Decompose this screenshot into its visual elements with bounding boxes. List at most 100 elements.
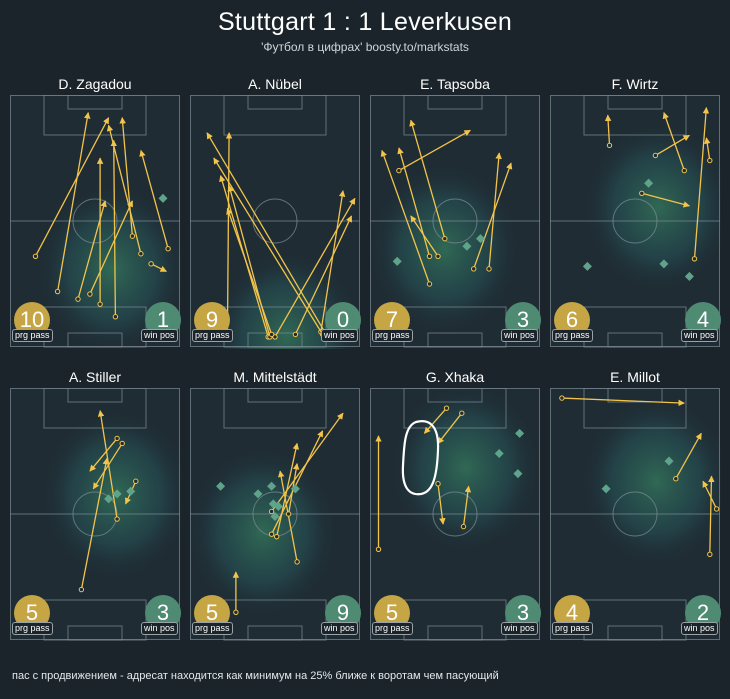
footer-note: пас с продвижением - адресат находится к… (12, 670, 499, 682)
pass-arrow (397, 147, 431, 257)
pass-arrow (80, 457, 109, 590)
chart-subtitle: 'Футбол в цифрах' boosty.to/markstats (261, 40, 469, 54)
pass-arrow (274, 197, 356, 338)
pass-origin (129, 233, 136, 239)
pass-origin (713, 506, 720, 512)
win-position-marker (684, 271, 694, 281)
win-position-marker (582, 261, 592, 271)
pass-origin (112, 314, 119, 320)
pass-origin (268, 331, 275, 338)
top-penalty-box (403, 95, 507, 136)
player-name: D. Zagadou (58, 76, 132, 92)
player-panel: E. Tapsoba 7 3 prg pass win pos (369, 76, 541, 348)
pass-arrow (294, 215, 353, 335)
pass-origin (274, 533, 280, 540)
highlight-annotation (401, 420, 440, 496)
prg-pass-label: prg pass (192, 622, 233, 635)
win-position-marker (515, 428, 525, 438)
prg-pass-label: prg pass (192, 329, 233, 342)
pass-origin (54, 288, 61, 295)
pass-origin (294, 559, 300, 565)
win-position-marker (601, 484, 611, 494)
pass-arrow (320, 190, 346, 332)
bottom-goal-box (607, 332, 663, 348)
pass-arrow (34, 117, 110, 257)
top-goal-box (607, 388, 663, 403)
top-penalty-box (223, 95, 327, 136)
pass-origin (292, 331, 299, 338)
top-goal-box (67, 388, 123, 403)
pass-arrow (655, 134, 690, 157)
pass-arrow (89, 437, 118, 472)
pitch-plot (369, 95, 540, 348)
pass-origin (471, 266, 477, 272)
pass-arrow (150, 263, 167, 272)
centre-circle (432, 198, 478, 244)
chart-title: Stuttgart 1 : 1 Leverkusen (217, 8, 513, 36)
pass-origin (285, 511, 292, 517)
top-goal-box (427, 95, 483, 110)
pass-origin (559, 395, 565, 401)
pass-arrow (206, 132, 329, 338)
bottom-goal-box (427, 332, 483, 348)
player-name: A. Nübel (248, 76, 302, 92)
top-goal-box (607, 95, 663, 110)
player-panel: D. Zagadou 10 1 prg pass win pos (9, 76, 181, 349)
pass-origin (87, 291, 93, 297)
win-pos-label: win pos (321, 622, 358, 635)
pass-arrow (462, 485, 472, 527)
bottom-goal-box (247, 332, 303, 348)
win-pos-label: win pos (681, 329, 718, 342)
win-position-marker (513, 469, 523, 479)
centre-circle (72, 198, 118, 244)
pass-arrow (675, 432, 702, 480)
player-panel: A. Stiller 5 3 prg pass win pos (9, 369, 181, 641)
pass-origin (691, 256, 698, 262)
pass-origin (681, 167, 688, 174)
pass-origin (78, 586, 85, 593)
pass-origin (165, 246, 171, 252)
prg-pass-label: prg pass (12, 622, 53, 635)
top-goal-box (247, 95, 303, 110)
top-penalty-box (403, 388, 507, 429)
pass-arrow (92, 443, 123, 490)
pass-arrow (437, 412, 463, 444)
top-penalty-box (223, 388, 327, 429)
player-name: M. Mittelstädt (233, 369, 317, 385)
centre-circle (72, 491, 118, 537)
pass-arrow (693, 106, 710, 259)
top-penalty-box (43, 95, 147, 136)
pass-origin (443, 405, 450, 411)
prg-pass-label: prg pass (372, 329, 413, 342)
pass-origin (119, 440, 125, 447)
win-pos-label: win pos (681, 622, 718, 635)
top-penalty-box (583, 95, 687, 136)
player-name: F. Wirtz (611, 76, 659, 92)
prg-pass-label: prg pass (552, 622, 593, 635)
heatmap-area (369, 163, 520, 334)
top-penalty-box (43, 388, 147, 429)
pass-origin (268, 531, 275, 537)
pass-arrow (226, 207, 273, 335)
win-position-marker (659, 259, 669, 269)
pass-origin (233, 609, 239, 615)
player-panel: E. Millot 4 2 prg pass win pos (549, 369, 721, 641)
bottom-goal-box (247, 625, 303, 641)
pass-arrow (708, 475, 715, 555)
pass-origin (606, 142, 613, 149)
heatmap-area (581, 396, 721, 567)
pass-origin (707, 551, 713, 558)
pass-arrow (561, 397, 685, 407)
player-panel: G. Xhaka 5 3 prg pass win pos (369, 369, 541, 641)
pass-origin (114, 516, 120, 522)
bottom-goal-box (427, 625, 483, 641)
top-goal-box (247, 388, 303, 403)
pass-origin (133, 478, 139, 484)
pass-arrow (473, 162, 513, 270)
pass-origin (426, 281, 433, 287)
pass-origin (268, 508, 275, 515)
player-name: E. Tapsoba (420, 76, 490, 92)
bottom-goal-box (67, 625, 123, 641)
win-position-marker (494, 448, 504, 459)
pass-arrow (106, 124, 142, 254)
